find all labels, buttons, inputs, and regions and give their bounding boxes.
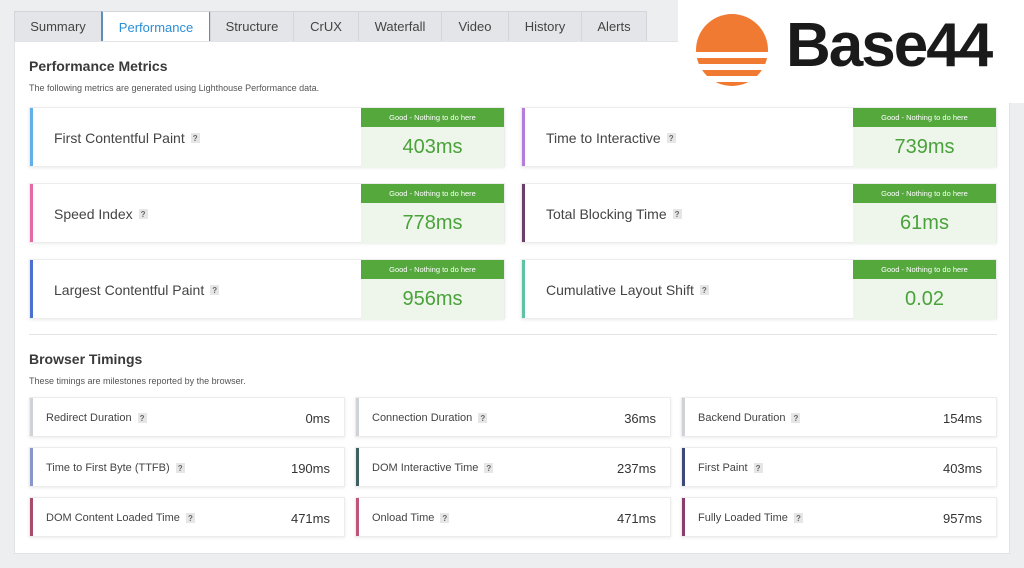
timing-value: 957ms [942, 510, 982, 526]
timing-accent-bar [356, 398, 359, 436]
help-icon[interactable]: ? [753, 463, 763, 473]
help-icon[interactable]: ? [210, 285, 220, 295]
tab-alerts[interactable]: Alerts [581, 11, 647, 41]
timing-accent-bar [30, 448, 33, 486]
metric-value: 61ms [900, 212, 949, 234]
logo-mark-icon [696, 14, 768, 86]
help-icon[interactable]: ? [791, 413, 801, 423]
timing-name: DOM Interactive Time [372, 462, 479, 474]
browser-timings-title: Browser Timings [29, 351, 143, 367]
timing-name: Onload Time [372, 512, 435, 524]
metric-card-lcp: Largest Contentful Paint? Good - Nothing… [29, 259, 505, 320]
tab-video[interactable]: Video [441, 11, 509, 41]
help-icon[interactable]: ? [175, 463, 185, 473]
performance-panel: Performance Metrics The following metric… [14, 41, 1010, 554]
timing-card-onload: Onload Time? 471ms [355, 497, 671, 537]
timing-card-dom-interactive: DOM Interactive Time? 237ms [355, 447, 671, 487]
metric-accent-bar [522, 260, 525, 318]
metric-card-speed-index: Speed Index? Good - Nothing to do here 7… [29, 183, 505, 244]
help-icon[interactable]: ? [190, 133, 200, 143]
timing-name: Backend Duration [698, 412, 786, 424]
logo-wordmark: Base44 [786, 11, 993, 80]
timing-accent-bar [356, 448, 359, 486]
help-icon[interactable]: ? [478, 413, 488, 423]
help-icon[interactable]: ? [699, 285, 709, 295]
timing-name: First Paint [698, 462, 748, 474]
metric-value: 739ms [894, 136, 955, 158]
timing-name: Redirect Duration [46, 412, 132, 424]
metric-value: 403ms [402, 136, 463, 158]
timing-value: 36ms [624, 410, 656, 426]
status-badge: Good - Nothing to do here [361, 184, 504, 203]
timing-card-redirect: Redirect Duration? 0ms [29, 397, 345, 437]
tab-summary[interactable]: Summary [14, 11, 102, 41]
timing-accent-bar [356, 498, 359, 536]
timing-name: Fully Loaded Time [698, 512, 788, 524]
timing-name: Time to First Byte (TTFB) [46, 462, 170, 474]
metric-value: 778ms [402, 212, 463, 234]
metric-name: Time to Interactive [546, 130, 661, 146]
timing-card-first-paint: First Paint? 403ms [681, 447, 997, 487]
performance-metrics-title: Performance Metrics [29, 58, 168, 74]
help-icon[interactable]: ? [440, 513, 450, 523]
metric-card-cls: Cumulative Layout Shift? Good - Nothing … [521, 259, 997, 320]
timing-name: DOM Content Loaded Time [46, 512, 180, 524]
metric-accent-bar [522, 108, 525, 166]
metric-value: 0.02 [905, 288, 944, 310]
timing-value: 190ms [290, 460, 330, 476]
timing-card-backend: Backend Duration? 154ms [681, 397, 997, 437]
tab-history[interactable]: History [508, 11, 582, 41]
status-badge: Good - Nothing to do here [361, 108, 504, 127]
help-icon[interactable]: ? [672, 209, 682, 219]
metric-name: First Contentful Paint [54, 130, 185, 146]
help-icon[interactable]: ? [793, 513, 803, 523]
timing-name: Connection Duration [372, 412, 473, 424]
metric-name: Speed Index [54, 206, 133, 222]
tab-crux[interactable]: CrUX [293, 11, 359, 41]
status-badge: Good - Nothing to do here [853, 184, 996, 203]
timing-accent-bar [682, 498, 685, 536]
timing-accent-bar [30, 398, 33, 436]
help-icon[interactable]: ? [484, 463, 494, 473]
metric-name: Total Blocking Time [546, 206, 667, 222]
section-divider [29, 334, 997, 335]
report-tabs: Summary Performance Structure CrUX Water… [14, 11, 647, 42]
timing-accent-bar [30, 498, 33, 536]
timing-value: 471ms [290, 510, 330, 526]
timing-value: 403ms [942, 460, 982, 476]
browser-timings-description: These timings are milestones reported by… [29, 376, 246, 386]
status-badge: Good - Nothing to do here [853, 260, 996, 279]
metric-name: Cumulative Layout Shift [546, 282, 694, 298]
metric-name: Largest Contentful Paint [54, 282, 205, 298]
timing-card-fully-loaded: Fully Loaded Time? 957ms [681, 497, 997, 537]
help-icon[interactable]: ? [138, 209, 148, 219]
timing-card-connection: Connection Duration? 36ms [355, 397, 671, 437]
timing-accent-bar [682, 398, 685, 436]
timing-value: 154ms [942, 410, 982, 426]
help-icon[interactable]: ? [185, 513, 195, 523]
status-badge: Good - Nothing to do here [361, 260, 504, 279]
metric-card-fcp: First Contentful Paint? Good - Nothing t… [29, 107, 505, 168]
metric-accent-bar [522, 184, 525, 242]
metric-accent-bar [30, 260, 33, 318]
metric-accent-bar [30, 184, 33, 242]
metric-card-tbt: Total Blocking Time? Good - Nothing to d… [521, 183, 997, 244]
timing-value: 0ms [305, 410, 330, 426]
metric-accent-bar [30, 108, 33, 166]
brand-logo: Base44 [678, 0, 1024, 103]
metric-value: 956ms [402, 288, 463, 310]
performance-metrics-description: The following metrics are generated usin… [29, 83, 320, 93]
timing-card-ttfb: Time to First Byte (TTFB)? 190ms [29, 447, 345, 487]
help-icon[interactable]: ? [666, 133, 676, 143]
tab-waterfall[interactable]: Waterfall [358, 11, 442, 41]
tab-structure[interactable]: Structure [210, 11, 294, 41]
help-icon[interactable]: ? [137, 413, 147, 423]
status-badge: Good - Nothing to do here [853, 108, 996, 127]
metric-card-tti: Time to Interactive? Good - Nothing to d… [521, 107, 997, 168]
timing-card-dom-content-loaded: DOM Content Loaded Time? 471ms [29, 497, 345, 537]
timing-accent-bar [682, 448, 685, 486]
tab-performance[interactable]: Performance [101, 11, 211, 42]
timing-value: 471ms [616, 510, 656, 526]
timing-value: 237ms [616, 460, 656, 476]
